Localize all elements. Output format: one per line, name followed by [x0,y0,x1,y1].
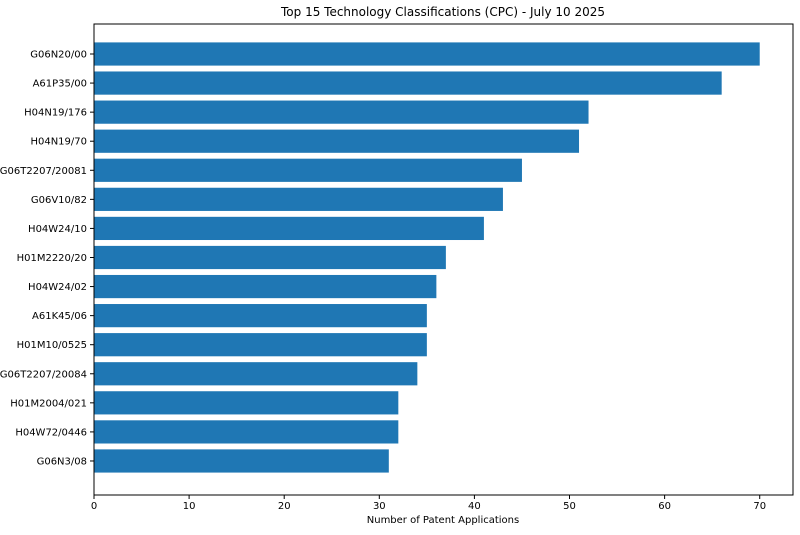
bar [94,101,589,124]
bar [94,362,417,385]
x-tick-label: 20 [278,501,291,512]
bars-group [94,42,760,472]
bar [94,420,398,443]
y-tick-label: H04N19/176 [24,108,87,119]
y-tick-label: G06T2207/20081 [0,166,87,177]
x-tick-label: 0 [91,501,97,512]
bar [94,188,503,211]
y-tick-label: A61P35/00 [33,79,87,90]
x-tick-label: 40 [468,501,481,512]
bar [94,391,398,414]
x-axis-label: Number of Patent Applications [367,515,519,526]
bar [94,246,446,269]
bar [94,333,427,356]
y-tick-label: H01M2220/20 [17,253,87,264]
bar [94,42,760,65]
x-tick-label: 50 [563,501,576,512]
chart-title: Top 15 Technology Classifications (CPC) … [280,5,605,19]
y-tick-label: G06T2207/20084 [0,369,87,380]
bar [94,159,522,182]
x-tick-label: 70 [753,501,766,512]
x-tick-label: 30 [373,501,386,512]
bar [94,449,389,472]
x-axis-ticks: 0 10 20 30 40 50 60 70 [91,495,766,512]
bar [94,275,436,298]
y-tick-label: H01M2004/021 [10,398,87,409]
x-tick-label: 60 [658,501,671,512]
y-tick-label: H04W24/10 [28,224,87,235]
bar [94,304,427,327]
bar [94,71,722,94]
bar [94,217,484,240]
y-tick-label: A61K45/06 [32,311,87,322]
y-tick-label: G06N3/08 [37,456,87,467]
y-axis-ticks: G06N20/00 A61P35/00 H04N19/176 H04N19/70 G06… [0,50,94,468]
y-tick-label: G06V10/82 [31,195,87,206]
bar [94,130,579,153]
y-tick-label: G06N20/00 [30,50,87,61]
x-tick-label: 10 [183,501,196,512]
y-tick-label: H01M10/0525 [17,340,87,351]
y-tick-label: H04W72/0446 [15,427,87,438]
y-tick-label: H04W24/02 [28,282,87,293]
y-tick-label: H04N19/70 [30,137,87,148]
